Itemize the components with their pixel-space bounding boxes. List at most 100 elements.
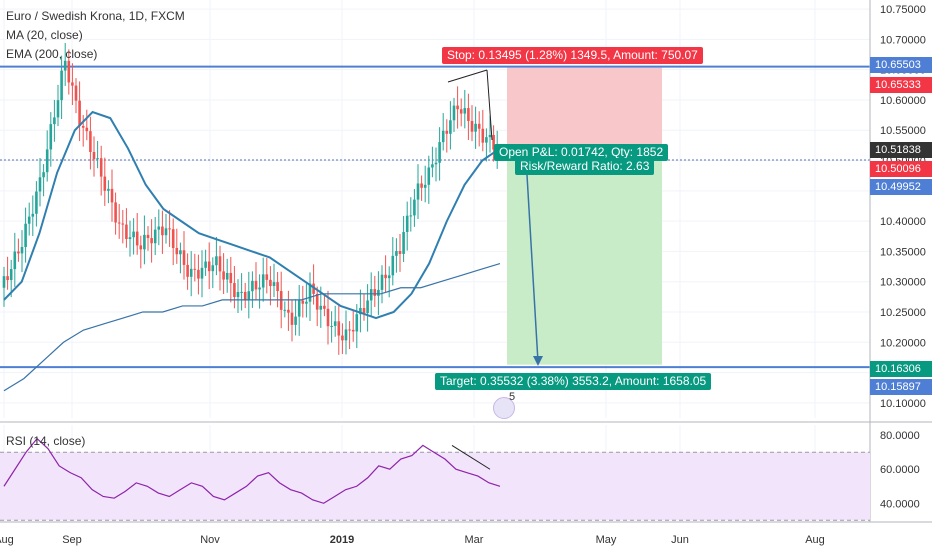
candle-body [171,229,175,248]
candle-body [427,167,431,185]
candle-body [420,183,423,188]
candle-body [89,131,92,153]
candle-body [229,272,233,284]
candle-body [297,300,301,317]
candle-body [143,234,146,250]
candle-body [492,135,495,150]
candle-body [247,291,251,301]
candle-body [200,267,204,279]
time-tick-label: Aug [805,534,825,546]
candle-body [207,261,211,272]
candle-body [391,255,395,276]
candle-body [344,329,348,341]
candle-body [175,247,179,255]
candle-body [351,329,355,332]
candle-body [233,283,236,298]
lower-line-price-tag: 10.15897 [870,379,932,395]
candle-body [265,274,269,280]
rsi-tick-label: 60.0000 [880,464,920,476]
candle-body [384,274,387,279]
candle-body [225,272,229,280]
candle-body [31,213,35,217]
pnl-label[interactable]: Open P&L: 0.01742, Qty: 1852 [494,144,669,161]
candle-body [276,282,279,292]
candle-body [431,164,434,168]
candle-body [211,265,215,272]
time-tick-label: Nov [200,534,220,546]
price-tick-label: 10.60000 [880,95,926,107]
candle-body [413,199,416,216]
target-zone [507,159,662,365]
price-tick-label: 10.55000 [880,125,926,137]
candle-body [452,105,456,121]
candle-body [485,137,488,143]
candle-body [99,158,103,177]
candle-body [204,261,207,268]
candle-body [373,289,377,296]
candle-body [323,305,326,309]
candle-body [470,120,474,132]
candle-body [445,130,449,134]
candle-body [60,70,63,101]
candle-body [236,291,240,298]
candle-body [121,223,125,225]
price-tick-label: 10.75000 [880,4,926,16]
time-tick-label: May [596,534,617,546]
candle-body [164,228,168,236]
candle-body [326,308,330,327]
candle-body [132,231,135,238]
candle-body [71,82,74,86]
candle-body [477,123,481,129]
candle-body [153,229,157,244]
candle-body [63,60,67,71]
candle-body [355,314,359,332]
candle-body [269,279,272,287]
rsi-trend-line [451,444,491,470]
candle-body [341,335,344,341]
candle-body [193,268,197,270]
candle-body [402,232,405,254]
candle-body [107,188,110,191]
candle-body [240,291,243,293]
candle-body [215,256,218,266]
rsi-band [0,452,870,521]
candle-body [456,105,459,110]
candle-body [96,158,99,160]
ema-series-line [3,262,501,392]
candle-body [416,183,420,200]
candle-body [348,329,351,331]
candle-body [103,176,107,191]
candle-body [290,312,294,325]
candle-body [330,325,333,327]
price-tick-label: 10.25000 [880,307,926,319]
candle-body [369,289,373,301]
candle-body [128,237,132,240]
price-tick-label: 10.20000 [880,337,926,349]
candle-body [85,127,89,132]
time-tick-label: Jun [671,534,689,546]
candle-body [182,250,186,265]
target-label[interactable]: Target: 0.35532 (3.38%) 3553.2, Amount: … [435,373,712,390]
price-tick-label: 10.35000 [880,246,926,258]
risk-reward-label[interactable]: Risk/Reward Ratio: 2.63 [515,158,655,175]
candle-body [81,125,85,128]
candle-body [24,223,27,248]
target-price-tag: 10.16306 [870,361,932,377]
candle-body [139,245,143,250]
candle-body [488,135,492,138]
stop-label[interactable]: Stop: 0.13495 (1.28%) 1349.5, Amount: 75… [442,47,703,64]
earnings-icon[interactable] [493,397,515,419]
candle-body [377,289,380,296]
candle-body [222,271,225,280]
candle-body [459,109,463,114]
candle-body [481,128,485,143]
candle-body [283,309,287,311]
candle-body [319,305,323,310]
candle-body [168,228,171,230]
candle-body [45,149,49,173]
candle-body [35,191,38,214]
candle-body [315,293,319,310]
candle-body [258,287,261,290]
candle-body [305,301,308,304]
